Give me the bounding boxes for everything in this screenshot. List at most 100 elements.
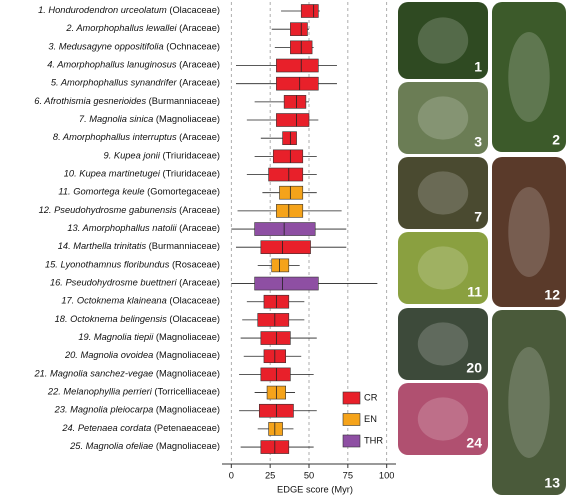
box bbox=[257, 313, 290, 327]
family-name: (Araceae) bbox=[177, 223, 220, 233]
species-name: 25. Magnolia ofeliae bbox=[69, 442, 153, 452]
category-label: 2. Amorphophallus lewallei (Araceae) bbox=[65, 24, 220, 34]
box bbox=[276, 76, 319, 91]
photo-number: 3 bbox=[474, 134, 482, 150]
category-label: 12. Pseudohydrosme gabunensis (Araceae) bbox=[39, 205, 220, 215]
box bbox=[282, 131, 297, 145]
box bbox=[279, 185, 304, 200]
category-label: 10. Kupea martinetugei (Triuridaceae) bbox=[64, 169, 220, 179]
box bbox=[272, 149, 304, 164]
family-name: (Burmanniaceae) bbox=[146, 96, 220, 106]
category-label: 11. Gomortega keule (Gomortegaceae) bbox=[58, 187, 220, 197]
family-name: (Araceae) bbox=[177, 78, 220, 88]
photo-subject bbox=[417, 322, 469, 366]
family-name: (Triuridaceae) bbox=[160, 169, 220, 179]
species-name: 21. Magnolia sanchez-vegae bbox=[33, 369, 153, 379]
species-name: 14. Marthella trinitatis bbox=[58, 242, 147, 252]
photo-number: 12 bbox=[544, 287, 560, 303]
family-name: (Araceae) bbox=[177, 60, 220, 70]
box bbox=[260, 331, 291, 345]
category-label: 17. Octoknema klaineana (Olacaceae) bbox=[61, 296, 220, 306]
category-label: 7. Magnolia sinica (Magnoliaceae) bbox=[79, 114, 220, 124]
legend-label: THR bbox=[364, 435, 383, 445]
photo-number: 7 bbox=[474, 209, 482, 225]
photo bbox=[398, 2, 488, 79]
category-label: 8. Amorphophallus interruptus (Araceae) bbox=[53, 133, 220, 143]
species-name: 8. Amorphophallus interruptus bbox=[53, 133, 177, 143]
species-name: 17. Octoknema klaineana bbox=[61, 296, 166, 306]
photo-subject bbox=[508, 32, 550, 122]
family-name: (Burmanniaceae) bbox=[146, 242, 220, 252]
category-label: 23. Magnolia pleiocarpa (Magnoliaceae) bbox=[54, 405, 220, 415]
box bbox=[276, 58, 319, 73]
photo bbox=[398, 82, 488, 154]
photo-subject bbox=[508, 187, 550, 277]
box bbox=[283, 95, 307, 109]
photo-subject bbox=[417, 96, 469, 140]
family-name: (Araceae) bbox=[177, 278, 220, 288]
box bbox=[268, 422, 283, 436]
family-name: (Rosaceae) bbox=[169, 260, 220, 270]
photo-number: 24 bbox=[466, 435, 482, 451]
legend-swatch bbox=[342, 413, 361, 426]
category-label: 9. Kupea jonii (Triuridaceae) bbox=[104, 151, 220, 161]
x-tick-label: 75 bbox=[343, 470, 353, 480]
category-label: 21. Magnolia sanchez-vegae (Magnoliaceae… bbox=[33, 369, 220, 379]
photo bbox=[492, 157, 566, 307]
photo-subject bbox=[417, 397, 469, 441]
box bbox=[271, 258, 290, 273]
species-name: 23. Magnolia pleiocarpa bbox=[54, 405, 154, 415]
category-label: 15. Lyonothamnus floribundus (Rosaceae) bbox=[45, 260, 220, 270]
box bbox=[260, 367, 291, 382]
category-label: 20. Magnolia ovoidea (Magnoliaceae) bbox=[64, 351, 220, 361]
x-tick-label: 50 bbox=[304, 470, 314, 480]
box bbox=[276, 113, 310, 127]
category-label: 4. Amorphophallus lanuginosus (Araceae) bbox=[47, 60, 220, 70]
species-name: 6. Afrothismia gesnerioides bbox=[34, 96, 146, 106]
family-name: (Petenaeaceae) bbox=[151, 423, 220, 433]
category-label: 1. Hondurodendron urceolatum (Olacaceae) bbox=[38, 5, 220, 15]
photo-number: 1 bbox=[474, 59, 482, 75]
family-name: (Torricelliaceae) bbox=[152, 387, 220, 397]
family-name: (Magnoliaceae) bbox=[153, 442, 220, 452]
category-label: 19. Magnolia tiepii (Magnoliaceae) bbox=[78, 333, 220, 343]
photo bbox=[398, 157, 488, 229]
family-name: (Magnoliaceae) bbox=[153, 114, 220, 124]
photo-number: 11 bbox=[467, 284, 482, 300]
species-name: 10. Kupea martinetugei bbox=[64, 169, 161, 179]
category-label: 22. Melanophyllia perrieri (Torricelliac… bbox=[47, 387, 220, 397]
species-name: 20. Magnolia ovoidea bbox=[64, 351, 153, 361]
species-name: 7. Magnolia sinica bbox=[79, 114, 153, 124]
x-tick-label: 25 bbox=[265, 470, 275, 480]
species-name: 24. Petenaea cordata bbox=[61, 423, 151, 433]
species-name: 19. Magnolia tiepii bbox=[78, 333, 154, 343]
species-name: 15. Lyonothamnus floribundus bbox=[45, 260, 170, 270]
box bbox=[254, 276, 319, 291]
species-name: 13. Amorphophallus natolii bbox=[67, 223, 177, 233]
family-name: (Magnoliaceae) bbox=[153, 405, 220, 415]
species-name: 12. Pseudohydrosme gabunensis bbox=[39, 205, 177, 215]
category-label: 3. Medusagyne oppositifolia (Ochnaceae) bbox=[48, 42, 220, 52]
category-label: 16. Pseudohydrosme buettneri (Araceae) bbox=[50, 278, 220, 288]
category-label: 25. Magnolia ofeliae (Magnoliaceae) bbox=[69, 442, 220, 452]
legend-swatch bbox=[342, 434, 361, 448]
photo-subject bbox=[417, 246, 469, 290]
photo bbox=[492, 310, 566, 495]
family-name: (Ochnaceae) bbox=[164, 42, 220, 52]
species-name: 4. Amorphophallus lanuginosus bbox=[47, 60, 177, 70]
family-name: (Olacaceae) bbox=[167, 296, 220, 306]
photo-subject bbox=[417, 17, 469, 64]
x-tick-label: 0 bbox=[229, 470, 234, 480]
photo-number: 20 bbox=[466, 360, 482, 376]
category-label: 5. Amorphophallus synandrifer (Araceae) bbox=[51, 78, 220, 88]
family-name: (Magnoliaceae) bbox=[153, 351, 220, 361]
species-name: 11. Gomortega keule bbox=[58, 187, 144, 197]
family-name: (Olacaceae) bbox=[167, 5, 220, 15]
photo bbox=[398, 308, 488, 380]
species-name: 2. Amorphophallus lewallei bbox=[65, 24, 177, 34]
category-label: 6. Afrothismia gesnerioides (Burmanniace… bbox=[34, 96, 220, 106]
photo-number: 13 bbox=[544, 475, 560, 491]
box bbox=[290, 22, 308, 36]
species-name: 18. Octoknema belingensis bbox=[55, 314, 167, 324]
